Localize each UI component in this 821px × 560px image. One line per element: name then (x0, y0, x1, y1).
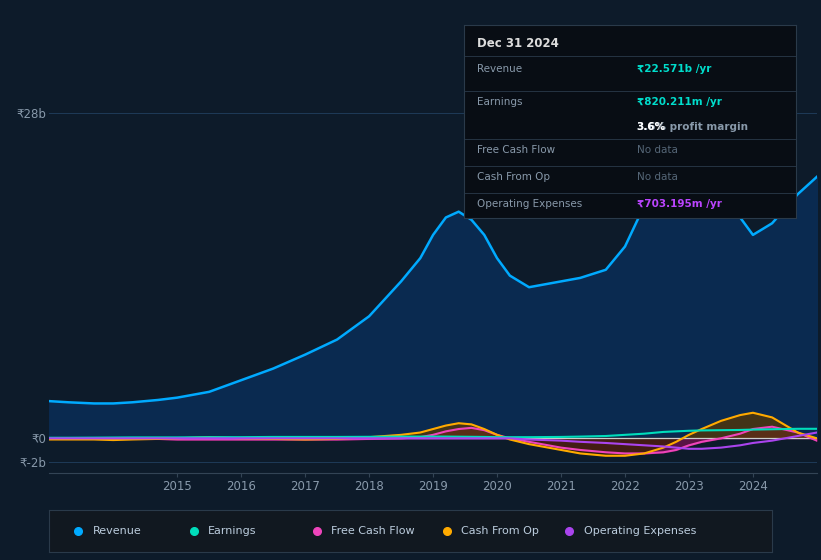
Text: No data: No data (637, 145, 677, 155)
Text: ₹820.211m /yr: ₹820.211m /yr (637, 97, 722, 107)
Text: Operating Expenses: Operating Expenses (477, 199, 582, 209)
Text: Dec 31 2024: Dec 31 2024 (477, 37, 559, 50)
Text: No data: No data (637, 172, 677, 182)
Text: ₹22.571b /yr: ₹22.571b /yr (637, 64, 711, 74)
Text: Earnings: Earnings (477, 97, 523, 107)
Text: ₹703.195m /yr: ₹703.195m /yr (637, 199, 722, 209)
Text: Cash From Op: Cash From Op (461, 526, 539, 535)
Text: Revenue: Revenue (477, 64, 522, 74)
Text: Free Cash Flow: Free Cash Flow (477, 145, 555, 155)
Text: Cash From Op: Cash From Op (477, 172, 550, 182)
Text: Earnings: Earnings (209, 526, 257, 535)
Text: 3.6%: 3.6% (637, 122, 666, 132)
Text: Operating Expenses: Operating Expenses (584, 526, 696, 535)
Text: 3.6% profit margin: 3.6% profit margin (637, 122, 748, 132)
Text: Revenue: Revenue (93, 526, 141, 535)
Text: Free Cash Flow: Free Cash Flow (331, 526, 415, 535)
